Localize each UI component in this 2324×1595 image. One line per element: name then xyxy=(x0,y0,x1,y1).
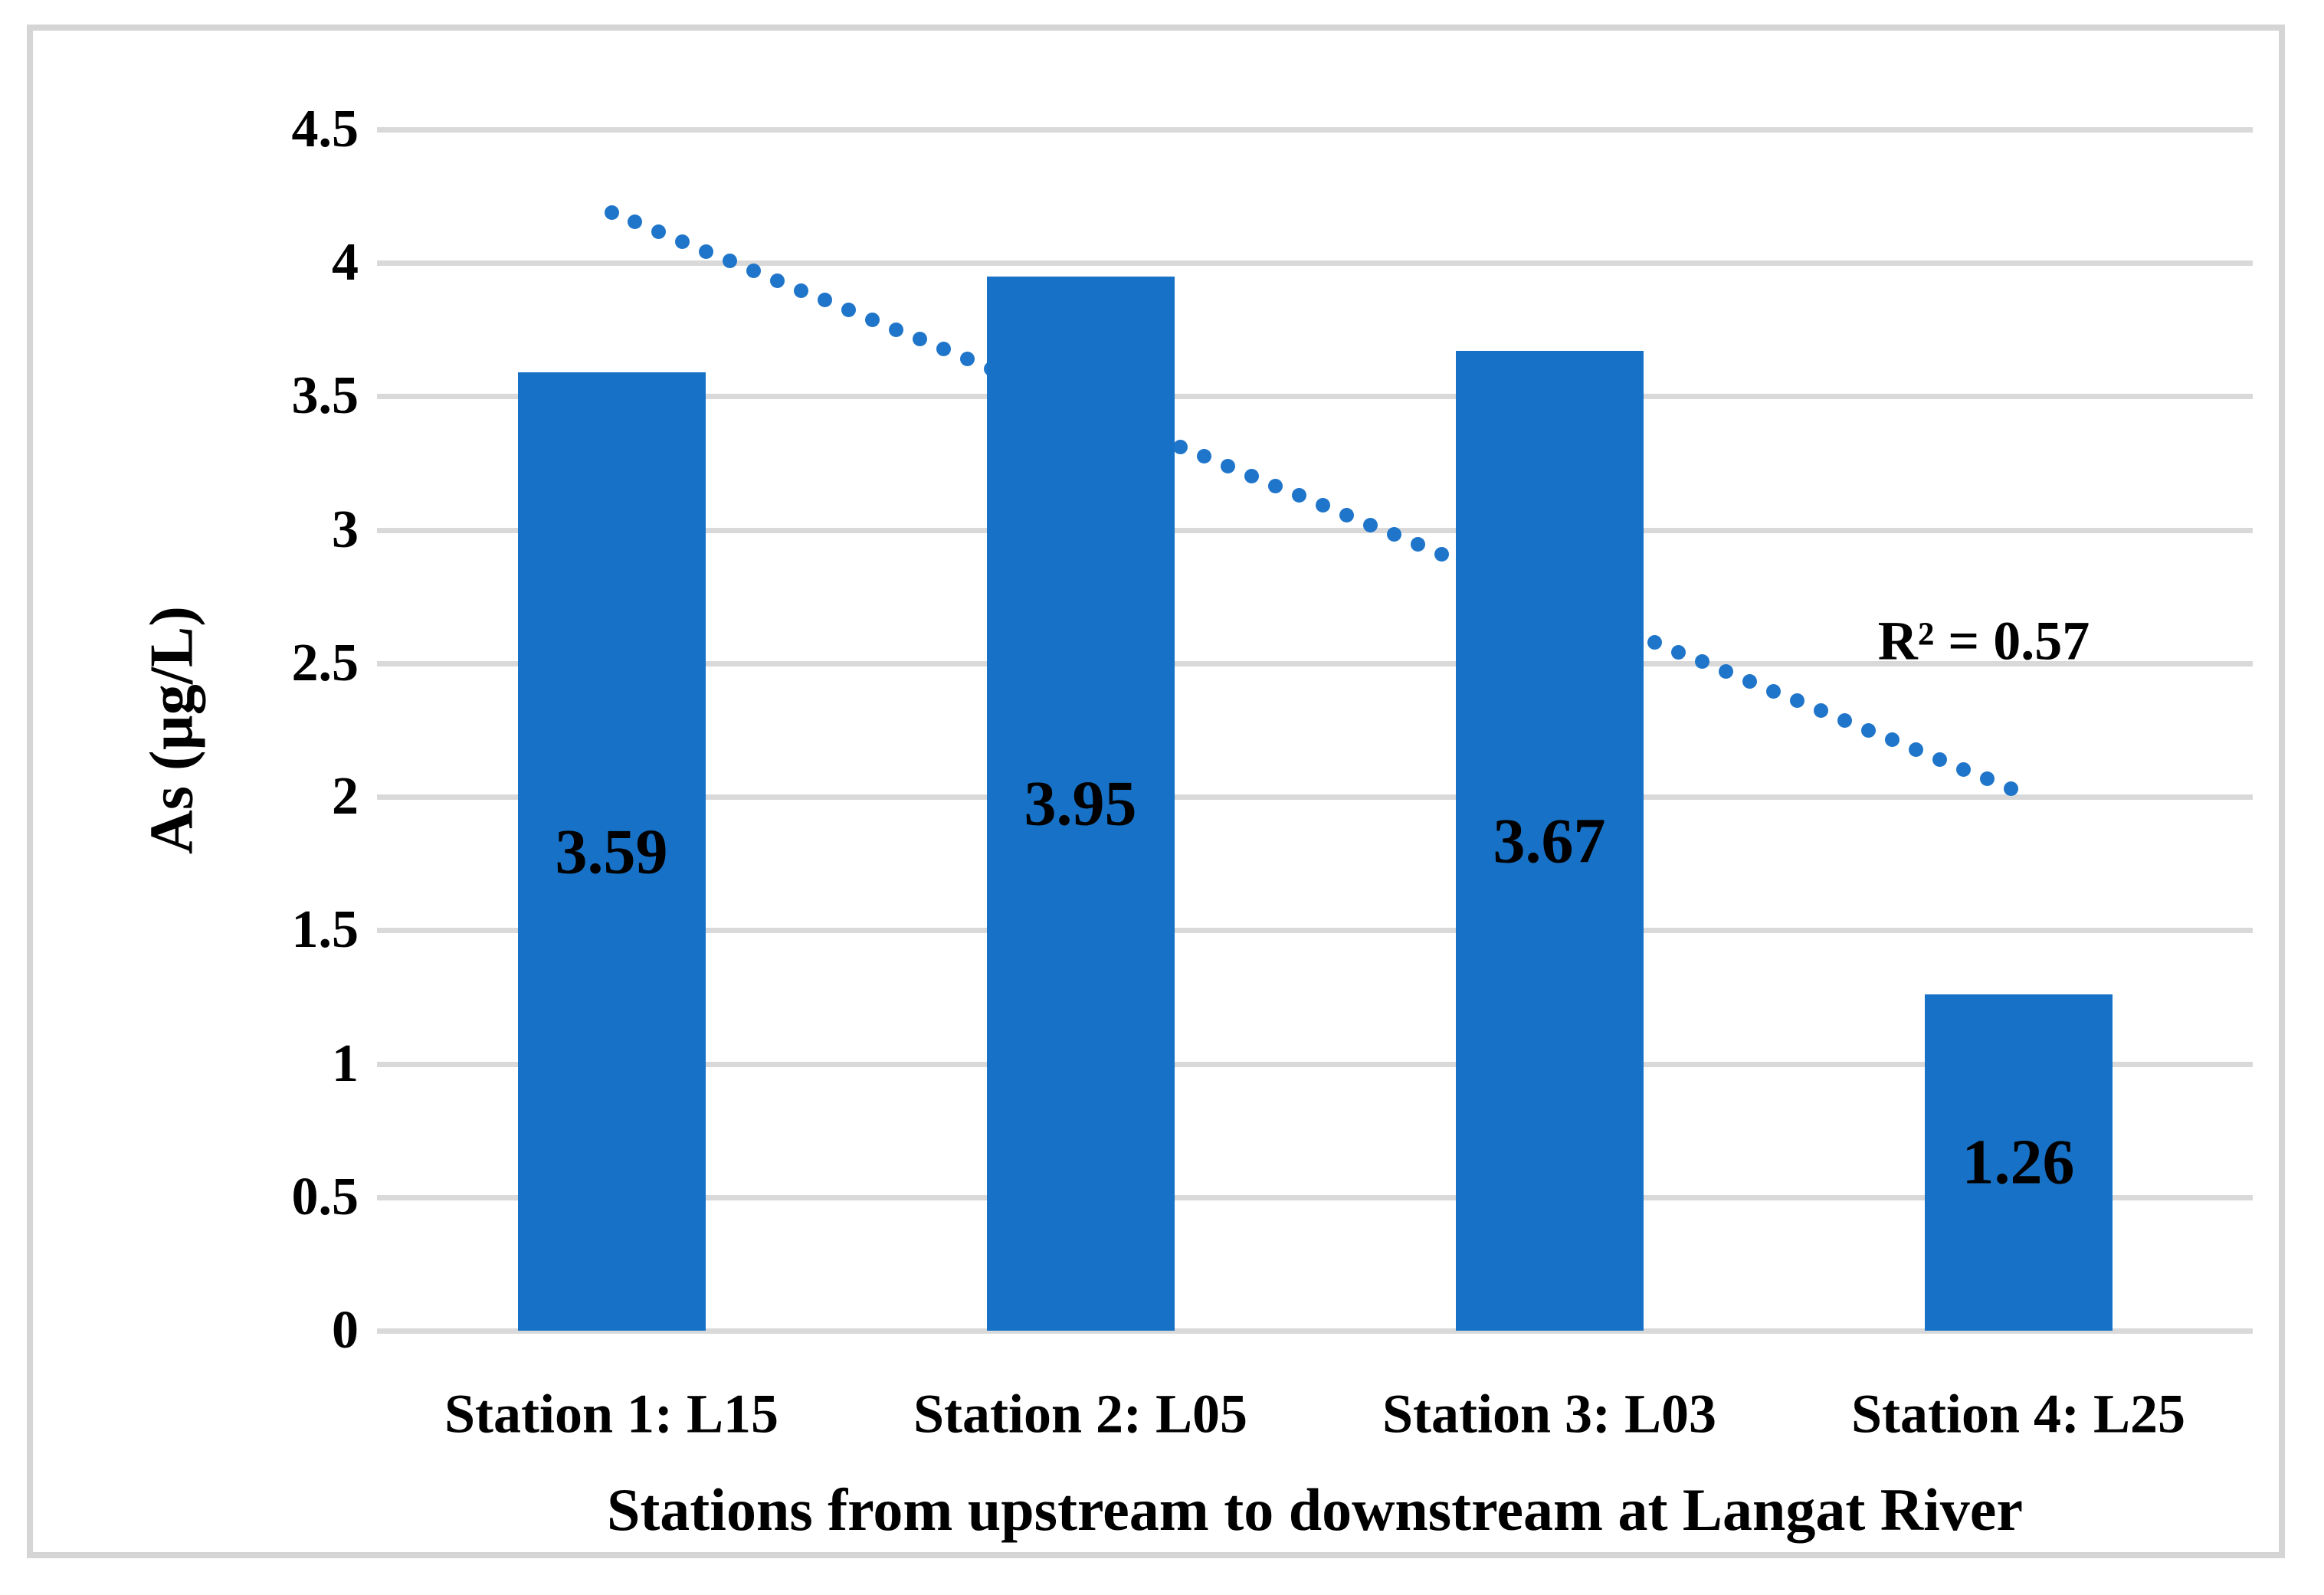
trendline-dot xyxy=(1742,673,1758,689)
bar-value-label: 3.59 xyxy=(555,816,668,888)
bar-Station 4: L25 xyxy=(1924,994,2113,1331)
y-tick-label: 0 xyxy=(332,1301,359,1360)
trendline-dot xyxy=(723,254,738,269)
trendline-dot xyxy=(1884,732,1900,748)
gridline-0.5 xyxy=(377,1194,2253,1200)
trendline-dot xyxy=(604,205,619,220)
trendline-dot xyxy=(628,215,643,230)
trendline-dot xyxy=(1719,664,1734,680)
y-tick-label: 3 xyxy=(332,499,359,559)
trendline-dot xyxy=(1932,752,1947,767)
y-tick-label: 2 xyxy=(332,767,359,827)
trendline-dot xyxy=(1647,634,1663,650)
y-tick-label: 1.5 xyxy=(291,900,359,960)
trendline-dot xyxy=(1766,683,1781,699)
plot-area: 3.59 3.95 3.67 1.26 R² = 0.57 0 0.5 1 1.5 2 2.5 3… xyxy=(33,31,2279,1552)
trendline-dot xyxy=(1339,507,1354,522)
gridline-4.5 xyxy=(377,127,2253,133)
trendline-dot xyxy=(746,264,762,279)
x-category-label: Station 1: L15 xyxy=(444,1383,779,1445)
trendline-dot xyxy=(1268,478,1283,493)
trendline-dot xyxy=(841,303,856,318)
trendline-dot xyxy=(1908,742,1923,758)
trendline-dot xyxy=(1813,703,1828,719)
trendline-dot xyxy=(1955,761,1971,777)
trendline-dot xyxy=(651,224,667,240)
trendline-dot xyxy=(2003,781,2018,797)
bar-Station 1: L15 xyxy=(517,372,706,1331)
bar-Station 2: L05 xyxy=(986,276,1175,1331)
y-tick-label: 2.5 xyxy=(291,633,359,693)
trendline-dot xyxy=(675,234,690,249)
trendline-dot xyxy=(1837,712,1852,728)
trendline-dot xyxy=(1315,498,1330,513)
trendline-dot xyxy=(888,322,903,337)
trendline-dot xyxy=(864,312,880,327)
trendline-dot xyxy=(1789,693,1804,709)
trendline-dot xyxy=(1979,771,1995,787)
y-tick-label: 4 xyxy=(332,233,359,293)
chart-frame: 3.59 3.95 3.67 1.26 R² = 0.57 0 0.5 1 1.5 2 2.5 3… xyxy=(27,25,2285,1558)
trendline-dot xyxy=(794,283,809,298)
trendline-dot xyxy=(1860,722,1876,738)
gridline-3.5 xyxy=(377,394,2253,400)
gridline-1.5 xyxy=(377,928,2253,934)
trendline-dot xyxy=(1410,537,1425,552)
y-tick-label: 4.5 xyxy=(291,100,359,159)
y-tick-label: 3.5 xyxy=(291,366,359,426)
trendline-dot xyxy=(1197,449,1212,464)
trendline-dot xyxy=(959,351,975,366)
trendline-dot xyxy=(1362,517,1378,532)
bar-value-label: 3.95 xyxy=(1024,768,1137,840)
r-squared-annotation: R² = 0.57 xyxy=(1877,610,2090,672)
trendline-dot xyxy=(1671,644,1686,660)
x-category-label: Station 3: L03 xyxy=(1382,1383,1717,1445)
trendline-dot xyxy=(1244,468,1260,483)
trendline-dot xyxy=(1695,654,1710,670)
gridline-3 xyxy=(377,527,2253,533)
bar-value-label: 1.26 xyxy=(1962,1126,2075,1198)
trendline-dot xyxy=(818,293,833,308)
x-category-label: Station 4: L25 xyxy=(1850,1383,2186,1445)
gridline-4 xyxy=(377,260,2253,267)
gridline-2 xyxy=(377,794,2253,801)
trendline-dot xyxy=(936,342,951,357)
bar-value-label: 3.67 xyxy=(1493,805,1606,877)
y-axis-title: As (µg/L) xyxy=(138,606,206,854)
x-axis-title: Stations from upstream to downstream at … xyxy=(606,1476,2024,1543)
trendline-dot xyxy=(1434,546,1449,562)
trendline-dot xyxy=(770,273,785,288)
trendline-dot xyxy=(1386,527,1401,542)
trendline-dot xyxy=(1292,488,1307,503)
y-tick-label: 0.5 xyxy=(291,1167,359,1227)
trendline-dot xyxy=(912,332,927,347)
y-tick-label: 1 xyxy=(332,1033,359,1093)
gridline-1 xyxy=(377,1061,2253,1067)
gridline-2.5 xyxy=(377,660,2253,666)
trendline-dot xyxy=(1173,439,1188,454)
bar-Station 3: L03 xyxy=(1455,351,1644,1331)
trendline-dot xyxy=(1221,459,1236,474)
trendline-dot xyxy=(699,244,714,259)
gridline-0 xyxy=(377,1328,2253,1334)
x-category-label: Station 2: L05 xyxy=(913,1383,1248,1445)
